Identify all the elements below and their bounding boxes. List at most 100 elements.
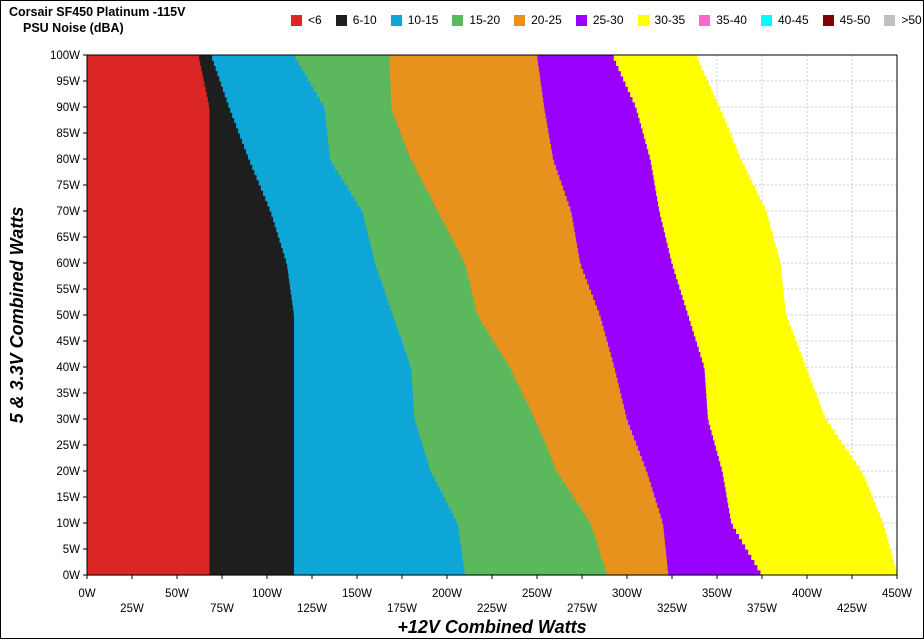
heatmap-cell [656,190,758,196]
heatmap-cell [324,107,393,113]
x-tick-label: 25W [120,603,144,615]
heatmap-cell [666,237,775,243]
legend-item: 25-30 [575,13,624,27]
heatmap-cell [351,190,430,196]
heatmap-cell [468,273,586,280]
x-tick-label: 425W [837,603,867,615]
heatmap-cell [559,174,655,181]
heatmap-cell [667,242,776,248]
heatmap-cell [533,413,627,420]
heatmap-cell [732,523,884,529]
heatmap-cell [209,325,295,332]
heatmap-cell [492,335,608,342]
heatmap-cell [558,471,649,477]
heatmap-cell [87,195,210,202]
heatmap-cell [540,81,627,87]
heatmap-cell [87,205,210,212]
heatmap-cell [466,268,584,274]
heatmap-cell [209,533,295,540]
heatmap-cell [708,419,828,425]
heatmap-cell [404,138,551,144]
heatmap-cell [465,263,582,269]
heatmap-cell [294,413,416,420]
x-tick-label: 225W [477,603,507,615]
heatmap-cell [209,497,295,503]
heatmap-cell [209,559,295,566]
heatmap-cell [542,434,635,441]
heatmap-cell [215,65,303,72]
heatmap-cell [87,200,210,207]
heatmap-cell [279,237,370,243]
heatmap-cell [87,497,210,503]
heatmap-cell [301,65,391,72]
heatmap-cell [729,507,878,514]
heatmap-cell [523,393,622,399]
heatmap-cell [638,112,723,118]
heatmap-cell [87,169,210,176]
heatmap-cell [209,320,295,326]
heatmap-cell [667,559,755,566]
heatmap-cell [552,153,651,160]
heatmap-cell [209,361,295,368]
heatmap-cell [469,278,588,285]
heatmap-cell [209,507,295,514]
heatmap-cell [680,289,784,295]
heatmap-cell [604,564,669,571]
heatmap-cell [545,112,639,118]
y-tick-label: 60W [56,258,80,270]
heatmap-cell [327,127,401,134]
heatmap-cell [363,211,440,217]
heatmap-cell [209,237,281,243]
x-axis-title: +12V Combined Watts [397,617,586,637]
heatmap-cell [412,159,555,165]
heatmap-cell [209,465,295,472]
heatmap-cell [593,528,665,534]
legend-swatch [514,14,526,26]
heatmap-cell [415,164,557,170]
heatmap-cell [209,413,295,420]
heatmap-cell [285,257,375,264]
heatmap-cell [390,86,543,92]
heatmap-cell [521,387,621,394]
heatmap-cell [637,445,717,451]
heatmap-cell [87,517,210,524]
heatmap-cell [294,372,413,378]
heatmap-cell [87,346,210,352]
heatmap-cell [209,304,294,311]
legend-swatch [884,14,896,26]
heatmap-cell [395,320,484,326]
heatmap-cell [629,424,711,430]
heatmap-cell [666,554,752,560]
heatmap-cell [571,211,661,217]
heatmap-cell [413,403,530,410]
heatmap-cell [209,247,284,254]
heatmap-cell [661,216,769,222]
heatmap-cell [434,476,563,482]
heatmap-cell [603,559,668,566]
heatmap-cell [463,257,581,264]
heatmap-cell [87,325,210,332]
heatmap-cell [87,304,210,311]
heatmap-cell [662,517,732,524]
heatmap-cell [87,221,210,228]
heatmap-cell [618,65,702,72]
heatmap-cell [209,127,239,134]
heatmap-cell [725,486,870,493]
heatmap-cell [660,512,731,519]
heatmap-cell [389,65,540,72]
y-tick-label: 0W [63,570,80,582]
heatmap-cell [209,122,237,129]
heatmap-cell [570,205,660,212]
heatmap-cell [209,143,245,150]
heatmap-cell [294,502,449,508]
heatmap-cell [209,476,295,482]
heatmap-cell [294,320,397,326]
heatmap-cell [599,549,667,555]
heatmap-cell [209,231,279,238]
heatmap-cell [543,101,636,108]
legend-label: 30-35 [654,13,686,27]
heatmap-cell [557,169,654,176]
heatmap-cell [639,450,718,456]
heatmap-cell [685,304,786,311]
heatmap-cell [607,341,698,347]
